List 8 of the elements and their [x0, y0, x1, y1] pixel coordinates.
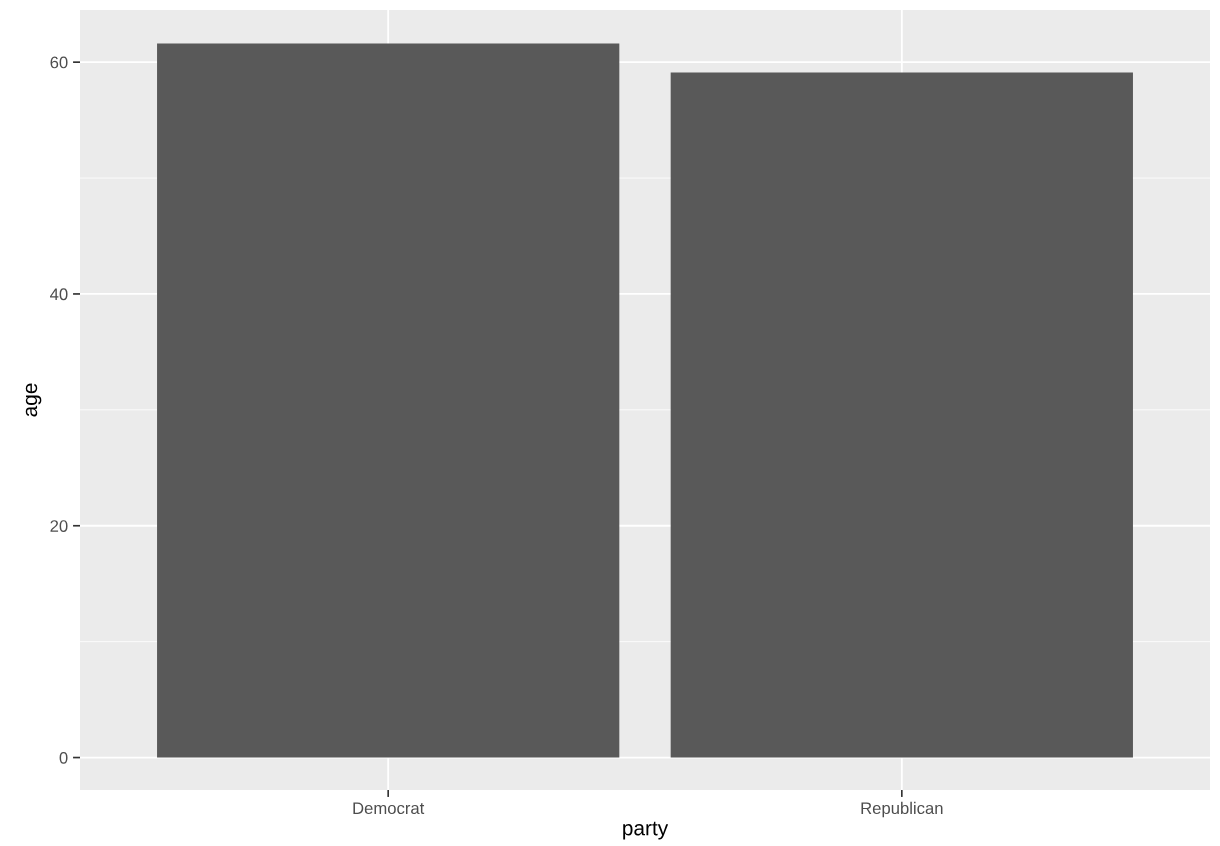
y-tick-label: 20	[50, 520, 68, 532]
y-tick-label: 60	[50, 56, 68, 69]
y-tick-label: 0	[59, 751, 68, 764]
y-axis-title: age	[25, 383, 42, 417]
y-tick-label: 40	[50, 288, 68, 301]
x-tick-label: Republican	[861, 801, 943, 818]
x-tick-label: Democrat	[353, 802, 425, 815]
x-axis-title: party	[623, 821, 669, 840]
